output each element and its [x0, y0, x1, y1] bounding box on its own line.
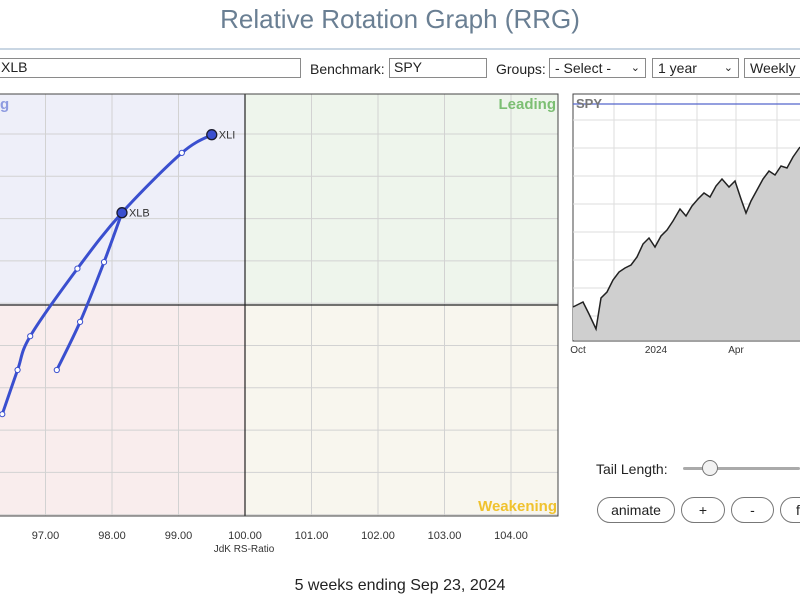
price-x-label-2024: 2024 — [645, 345, 668, 356]
tail-line-xlb — [55, 211, 124, 372]
rrg-plot-frame — [0, 93, 559, 517]
chevron-down-icon: ⌄ — [723, 62, 733, 74]
tail-point — [14, 366, 21, 374]
period-footer: 5 weeks ending Sep 23, 2024 — [294, 577, 506, 594]
title-divider — [0, 48, 800, 50]
price-x-label-oct: Oct — [570, 345, 586, 356]
zoom-out-button[interactable]: - — [731, 497, 774, 523]
rrg-x-tick-label: 100.00 — [228, 530, 262, 542]
rrg-x-tick-label: 104.00 — [494, 530, 528, 542]
weakening-quadrant — [245, 305, 558, 516]
frequency-select[interactable]: Weekly — [744, 58, 800, 78]
rrg-x-tick-label: 97.00 — [32, 530, 60, 542]
groups-select[interactable]: - Select - ⌄ — [549, 58, 646, 78]
improving-quadrant — [0, 94, 245, 305]
price-chart-symbol: SPY — [576, 96, 602, 111]
rrg-x-tick-labels: 97.00 98.00 99.00 100.00 101.00 102.00 103.00 1… — [32, 530, 528, 542]
tail-head-xlb[interactable] — [116, 207, 128, 219]
rrg-x-tick-label: 102.00 — [361, 530, 395, 542]
benchmark-label: Benchmark: — [310, 61, 385, 77]
tail-point — [27, 333, 34, 340]
toolbar: XLB Benchmark: SPY Groups: - Select - ⌄ … — [0, 57, 800, 83]
period-select-value: 1 year — [658, 60, 697, 76]
tail-symbol-label: XLB — [129, 208, 150, 220]
tail-symbol-label: XLI — [219, 130, 236, 142]
price-line — [572, 146, 800, 332]
benchmark-input-value: SPY — [394, 59, 423, 75]
tail-point — [53, 366, 60, 374]
symbols-input[interactable]: XLB — [0, 58, 301, 78]
benchmark-input[interactable]: SPY — [389, 58, 487, 78]
tail-head-xli[interactable] — [206, 129, 218, 141]
leading-quadrant — [245, 94, 558, 305]
price-area — [573, 147, 800, 340]
rrg-x-tick-label: 101.00 — [295, 530, 329, 542]
rrg-x-tick-label: 99.00 — [165, 530, 193, 542]
improving-quadrant-label: g — [0, 96, 9, 113]
tail-length-slider-track[interactable] — [683, 467, 800, 470]
lagging-quadrant — [0, 305, 245, 516]
period-select[interactable]: 1 year ⌄ — [652, 58, 739, 78]
symbols-input-value: XLB — [1, 59, 28, 75]
animate-button[interactable]: animate — [597, 497, 675, 523]
leading-quadrant-label: Leading — [498, 96, 556, 113]
more-button[interactable]: f — [780, 497, 800, 523]
tail-length-label: Tail Length: — [596, 461, 668, 477]
tail-point — [0, 411, 6, 418]
frequency-select-value: Weekly — [750, 60, 796, 76]
groups-label: Groups: — [496, 61, 546, 77]
tail-point — [100, 259, 108, 266]
rrg-x-axis-label: JdK RS-Ratio — [214, 544, 275, 555]
zoom-in-button[interactable]: + — [681, 497, 725, 523]
price-x-label-apr: Apr — [728, 345, 744, 356]
page-title: Relative Rotation Graph (RRG) — [220, 4, 580, 34]
tail-point — [74, 265, 81, 272]
weakening-quadrant-label: Weakening — [478, 498, 557, 515]
rrg-x-tick-label: 98.00 — [98, 530, 126, 542]
rrg-x-tick-label: 103.00 — [428, 530, 462, 542]
groups-select-value: - Select - — [555, 60, 612, 76]
rrg-tails[interactable]: XLI XLB — [0, 129, 236, 418]
tail-point — [178, 149, 185, 156]
tail-length-slider-handle[interactable] — [702, 460, 718, 476]
chevron-down-icon: ⌄ — [630, 62, 640, 74]
tail-point — [76, 318, 84, 325]
